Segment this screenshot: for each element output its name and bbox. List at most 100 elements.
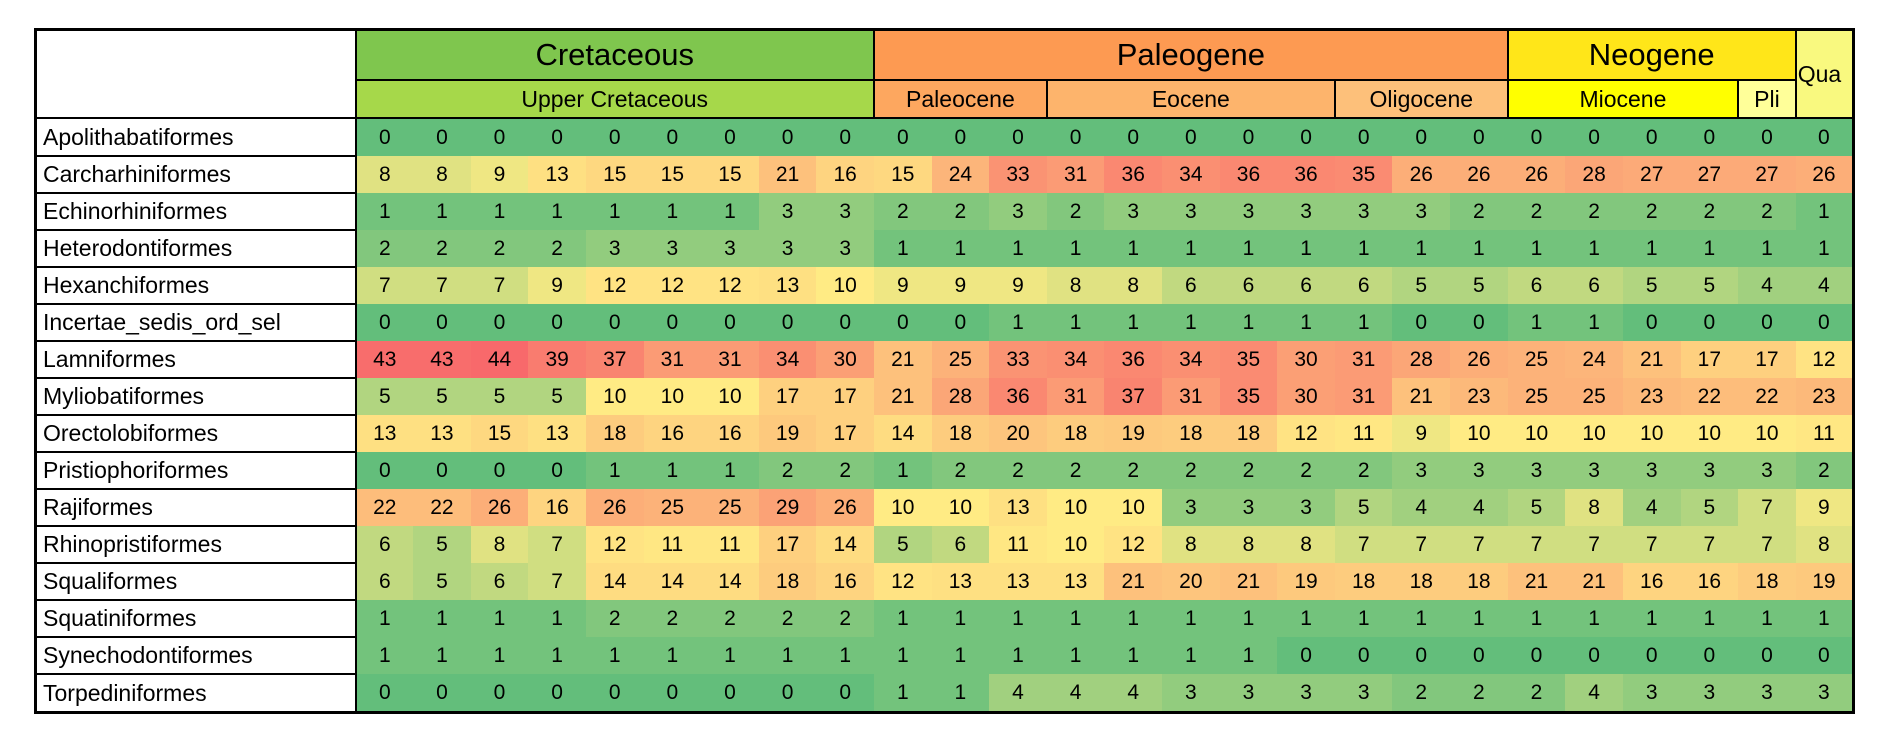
heatmap-cell: 3 [1162, 489, 1220, 526]
heatmap-cell: 4 [1565, 674, 1623, 713]
heatmap-cell: 1 [873, 230, 932, 267]
heatmap-cell: 1 [528, 193, 586, 230]
heatmap-cell: 30 [1277, 341, 1335, 378]
heatmap-cell: 8 [470, 526, 529, 563]
heatmap-cell: 1 [1277, 304, 1335, 341]
heatmap-cell: 18 [1392, 563, 1451, 600]
heatmap-cell: 0 [643, 118, 702, 156]
heatmap-cell: 0 [355, 674, 414, 713]
heatmap-cell: 6 [1162, 267, 1220, 304]
table-row-rhinopristiformes: Rhinopristiformes 6 5 8 7 12 11 11 17 14 5 6 11 10 12 8… [34, 525, 1854, 564]
heatmap-cell: 2 [1277, 452, 1335, 489]
heatmap-cell: 2 [1507, 674, 1566, 713]
heatmap-cell: 0 [1738, 118, 1796, 156]
heatmap-cell: 20 [989, 415, 1047, 452]
heatmap-cell: 12 [643, 267, 702, 304]
heatmap-cell: 5 [1622, 267, 1681, 304]
heatmap-cell: 3 [1680, 674, 1739, 713]
heatmap-cell: 0 [1622, 304, 1681, 341]
heatmap-cell: 3 [1219, 193, 1278, 230]
heatmap-cell: 1 [1565, 600, 1623, 637]
table-row-torpediniformes: Torpediniformes 0 0 0 0 0 0 0 0 0 1 1 4 4 4 3 3 3 3 2 2 2 4 3 3 3… [34, 673, 1854, 714]
heatmap-cell: 14 [585, 563, 644, 600]
heatmap-cell: 1 [1622, 230, 1681, 267]
heatmap-cell: 2 [758, 452, 817, 489]
heatmap-cell: 34 [1162, 156, 1220, 193]
heatmap-cell: 5 [873, 526, 932, 563]
heatmap-cell: 11 [701, 526, 759, 563]
epoch-header-paleocene: Paleocene [872, 79, 1048, 119]
table-row-heterodontiformes: Heterodontiformes 2 2 2 2 3 3 3 3 3 1 1 1 1 1 1 1 1 1 1 1 1 1 1… [34, 229, 1854, 268]
heatmap-cell: 10 [585, 378, 644, 415]
heatmap-cell: 1 [989, 600, 1047, 637]
heatmap-cell: 34 [1046, 341, 1105, 378]
heatmap-cell: 18 [931, 415, 990, 452]
heatmap-cell: 0 [413, 452, 471, 489]
heatmap-cell: 0 [758, 674, 817, 713]
heatmap-cell: 10 [1450, 415, 1508, 452]
heatmap-cell: 16 [528, 489, 586, 526]
heatmap-cell: 27 [1680, 156, 1739, 193]
heatmap-cell: 2 [1450, 193, 1508, 230]
heatmap-cell: 1 [1565, 304, 1623, 341]
heatmap-cell: 0 [989, 118, 1047, 156]
heatmap-cell: 10 [816, 267, 874, 304]
corner-cell [34, 28, 357, 119]
heatmap-cell: 2 [758, 600, 817, 637]
heatmap-cell: 1 [701, 193, 759, 230]
row-label: Orectolobiformes [34, 414, 357, 453]
heatmap-cell: 26 [585, 489, 644, 526]
heatmap-cell: 3 [1162, 193, 1220, 230]
heatmap-cell: 5 [1334, 489, 1393, 526]
heatmap-cell: 13 [989, 489, 1047, 526]
heatmap-cell: 16 [816, 563, 874, 600]
heatmap-cell: 0 [1680, 118, 1739, 156]
heatmap-cell: 0 [1450, 118, 1508, 156]
heatmap-cell: 1 [1162, 637, 1220, 674]
heatmap-cell: 26 [1507, 156, 1566, 193]
heatmap-cell: 10 [643, 378, 702, 415]
heatmap-cell: 1 [470, 600, 529, 637]
heatmap-cell: 10 [873, 489, 932, 526]
heatmap-cell: 0 [585, 118, 644, 156]
heatmap-cell: 0 [413, 118, 471, 156]
heatmap-cell: 21 [1565, 563, 1623, 600]
heatmap-cell: 1 [873, 674, 932, 713]
heatmap-cell: 15 [585, 156, 644, 193]
heatmap-cell: 1 [1046, 600, 1105, 637]
heatmap-cell: 8 [1795, 526, 1854, 563]
heatmap-cell: 9 [528, 267, 586, 304]
heatmap-cell: 25 [1565, 378, 1623, 415]
geologic-heatmap-table: Cretaceous Paleogene Neogene Qua Upper Cret… [34, 28, 1855, 714]
heatmap-cell: 7 [1565, 526, 1623, 563]
heatmap-cell: 3 [1277, 489, 1335, 526]
heatmap-cell: 9 [470, 156, 529, 193]
heatmap-cell: 1 [873, 452, 932, 489]
heatmap-cell: 1 [1622, 600, 1681, 637]
table-row-hexanchiformes: Hexanchiformes 7 7 7 9 12 12 12 13 10 9 9 9 8 8 6 6 6 6 5 5 6… [34, 266, 1854, 305]
heatmap-cell: 2 [1738, 193, 1796, 230]
heatmap-cell: 1 [1795, 600, 1854, 637]
era-header-qua: Qua [1794, 28, 1855, 119]
heatmap-cell: 3 [1334, 674, 1393, 713]
heatmap-cell: 0 [1795, 118, 1854, 156]
heatmap-cell: 25 [701, 489, 759, 526]
heatmap-cell: 8 [355, 156, 414, 193]
heatmap-cell: 1 [873, 637, 932, 674]
heatmap-cell: 2 [1334, 452, 1393, 489]
heatmap-cell: 1 [701, 637, 759, 674]
heatmap-cell: 0 [701, 674, 759, 713]
heatmap-cell: 1 [1104, 304, 1163, 341]
heatmap-cell: 16 [643, 415, 702, 452]
heatmap-cell: 36 [989, 378, 1047, 415]
heatmap-cell: 0 [355, 452, 414, 489]
heatmap-cell: 0 [1392, 304, 1451, 341]
heatmap-cell: 3 [585, 230, 644, 267]
heatmap-cell: 13 [1046, 563, 1105, 600]
heatmap-cell: 10 [1622, 415, 1681, 452]
heatmap-cell: 1 [1334, 600, 1393, 637]
heatmap-cell: 1 [1104, 230, 1163, 267]
heatmap-cell: 31 [1046, 156, 1105, 193]
heatmap-cell: 18 [585, 415, 644, 452]
